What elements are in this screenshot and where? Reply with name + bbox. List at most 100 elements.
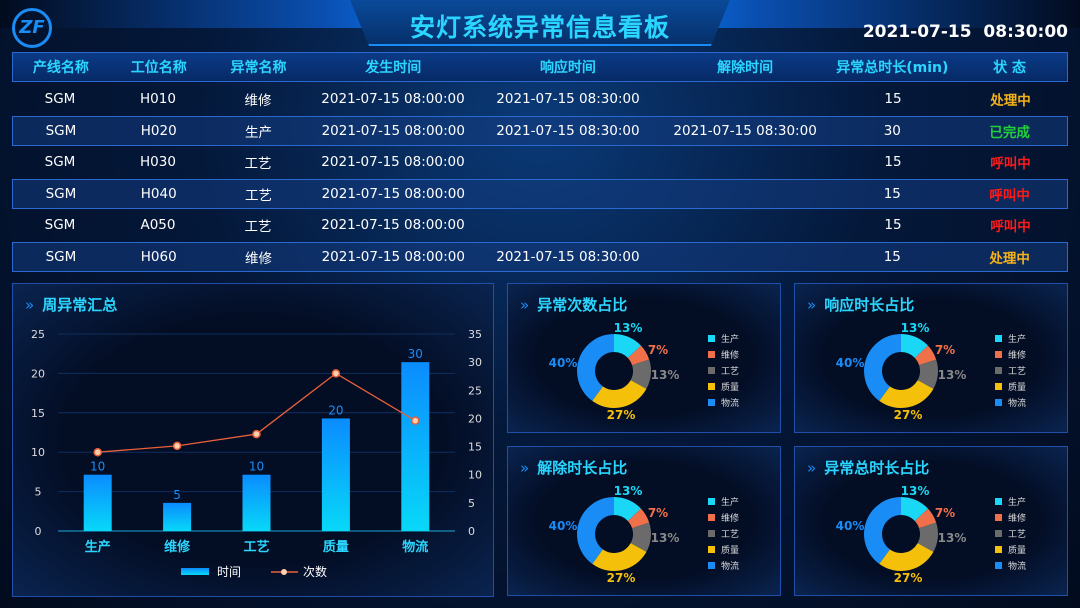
legend-item[interactable]: 生产 [708, 332, 739, 348]
table-row[interactable]: SGM H010 维修 2021-07-15 08:00:00 2021-07-15 0… [12, 84, 1068, 114]
donut-slice[interactable] [577, 497, 614, 564]
legend-item[interactable]: 质量 [708, 380, 739, 396]
bar-value-label: 5 [173, 488, 181, 502]
column-header[interactable]: 解除时间 [717, 60, 774, 76]
slice-label: 7% [648, 506, 668, 520]
table-row[interactable]: SGM H040 工艺 2021-07-15 08:00:00 15 呼叫中 [12, 178, 1068, 209]
pie-panel: » 响应时长占比 13% 7% 13% 27% 40% 生产 维修 工艺 质量 物流 [794, 283, 1068, 433]
donut-slice[interactable] [864, 497, 901, 564]
table-row[interactable]: SGM H060 维修 2021-07-15 08:00:00 2021-07-15 0… [12, 242, 1068, 272]
table-cell: 15 [884, 217, 902, 234]
bar[interactable] [83, 474, 112, 531]
column-header[interactable]: 异常总时长(min) [836, 60, 949, 76]
table-cell: H060 [140, 249, 177, 265]
table-row[interactable]: SGM A050 工艺 2021-07-15 08:00:00 15 呼叫中 [12, 210, 1068, 240]
legend-item[interactable]: 物流 [708, 396, 739, 412]
column-header[interactable]: 异常名称 [230, 60, 287, 76]
donut-slice[interactable] [577, 334, 614, 401]
legend-item[interactable]: 质量 [708, 543, 739, 559]
donut-slice[interactable] [592, 543, 647, 571]
date: 2021-07-15 [862, 22, 972, 42]
slice-label: 13% [901, 321, 930, 335]
legend-item[interactable]: 质量 [995, 380, 1026, 396]
column-header[interactable]: 产线名称 [32, 60, 89, 76]
line-point[interactable] [331, 369, 341, 378]
bar[interactable] [401, 362, 430, 531]
legend-line-point [281, 569, 287, 575]
double-chevron-icon: » [807, 296, 817, 314]
table-cell: A050 [140, 217, 176, 234]
donut-chart: 13% 7% 13% 27% 40% [836, 484, 967, 585]
table-cell: 2021-07-15 08:00:00 [321, 249, 465, 265]
legend-item[interactable]: 生产 [995, 332, 1026, 348]
slice-label: 7% [935, 506, 955, 520]
donut-slice[interactable] [630, 522, 651, 552]
donut-slice[interactable] [914, 345, 937, 366]
table-cell: 2021-07-15 08:00:00 [321, 217, 465, 234]
table-row[interactable]: SGM H020 生产 2021-07-15 08:00:00 2021-07-15 0… [12, 115, 1068, 146]
category-label: 工艺 [243, 539, 269, 555]
panel-title: » 解除时长占比 [520, 457, 627, 478]
donut-slice[interactable] [627, 508, 650, 529]
legend-item[interactable]: 维修 [995, 348, 1026, 364]
donut-slice[interactable] [917, 359, 938, 389]
donut-slice[interactable] [901, 497, 928, 521]
legend-item[interactable]: 质量 [995, 543, 1026, 559]
donut-slice[interactable] [914, 508, 937, 529]
legend-item[interactable]: 生产 [708, 495, 739, 511]
bar[interactable] [242, 474, 271, 531]
legend-item[interactable]: 物流 [995, 396, 1026, 412]
legend-item[interactable]: 工艺 [708, 364, 739, 380]
legend-item[interactable]: 维修 [708, 348, 739, 364]
column-header[interactable]: 工位名称 [130, 60, 187, 76]
table-cell: 2021-07-15 08:30:00 [496, 91, 640, 107]
slice-label: 13% [651, 368, 680, 382]
legend-label: 质量 [721, 546, 740, 556]
donut-slice[interactable] [879, 380, 934, 408]
legend-item[interactable]: 物流 [708, 559, 739, 575]
legend-item[interactable]: 工艺 [995, 527, 1026, 543]
donut-slice[interactable] [879, 543, 934, 571]
donut-slice[interactable] [901, 334, 928, 358]
legend-item[interactable]: 工艺 [995, 364, 1026, 380]
donut-slice[interactable] [592, 380, 647, 408]
donut-slice[interactable] [627, 345, 650, 366]
left-tick-label: 25 [31, 328, 45, 341]
legend-item[interactable]: 生产 [995, 495, 1026, 511]
line-point[interactable] [252, 429, 261, 439]
legend-label: 物流 [1008, 399, 1027, 409]
status-badge: 呼叫中 [990, 156, 1031, 173]
bar[interactable] [321, 418, 350, 531]
table-cell: 维修 [245, 251, 273, 267]
legend-item[interactable]: 维修 [995, 511, 1026, 527]
table-cell: SGM [44, 217, 76, 234]
table-cell: 30 [883, 122, 901, 139]
table-row[interactable]: SGM H030 工艺 2021-07-15 08:00:00 15 呼叫中 [12, 147, 1068, 177]
bar[interactable] [163, 502, 192, 531]
time: 08:30:00 [983, 22, 1068, 42]
legend-item[interactable]: 物流 [995, 559, 1026, 575]
pie-legend: 生产 维修 工艺 质量 物流 [708, 332, 739, 412]
table-cell: 15 [883, 185, 901, 202]
donut-slice[interactable] [614, 334, 641, 358]
donut-slice[interactable] [630, 359, 651, 389]
donut-slice[interactable] [864, 334, 901, 401]
donut-slice[interactable] [614, 497, 641, 521]
legend-item[interactable]: 工艺 [708, 527, 739, 543]
panel-title-text: 异常次数占比 [537, 296, 628, 314]
status-badge: 已完成 [989, 124, 1030, 141]
line-point[interactable] [411, 416, 420, 425]
table-cell: 2021-07-15 08:30:00 [673, 122, 817, 139]
pie-panel: » 解除时长占比 13% 7% 13% 27% 40% 生产 维修 工艺 质量 物流 [507, 446, 781, 596]
legend-item[interactable]: 维修 [708, 511, 739, 527]
column-header[interactable]: 发生时间 [365, 60, 422, 76]
line-point[interactable] [172, 441, 182, 451]
column-header[interactable]: 状 态 [993, 60, 1027, 76]
slice-label: 27% [894, 408, 923, 422]
table-cell: SGM [44, 91, 76, 107]
donut-slice[interactable] [917, 522, 938, 552]
line-point[interactable] [93, 447, 102, 457]
legend-swatch [995, 498, 1002, 505]
column-header[interactable]: 响应时间 [539, 60, 596, 76]
panel-title: » 异常总时长占比 [807, 457, 929, 478]
